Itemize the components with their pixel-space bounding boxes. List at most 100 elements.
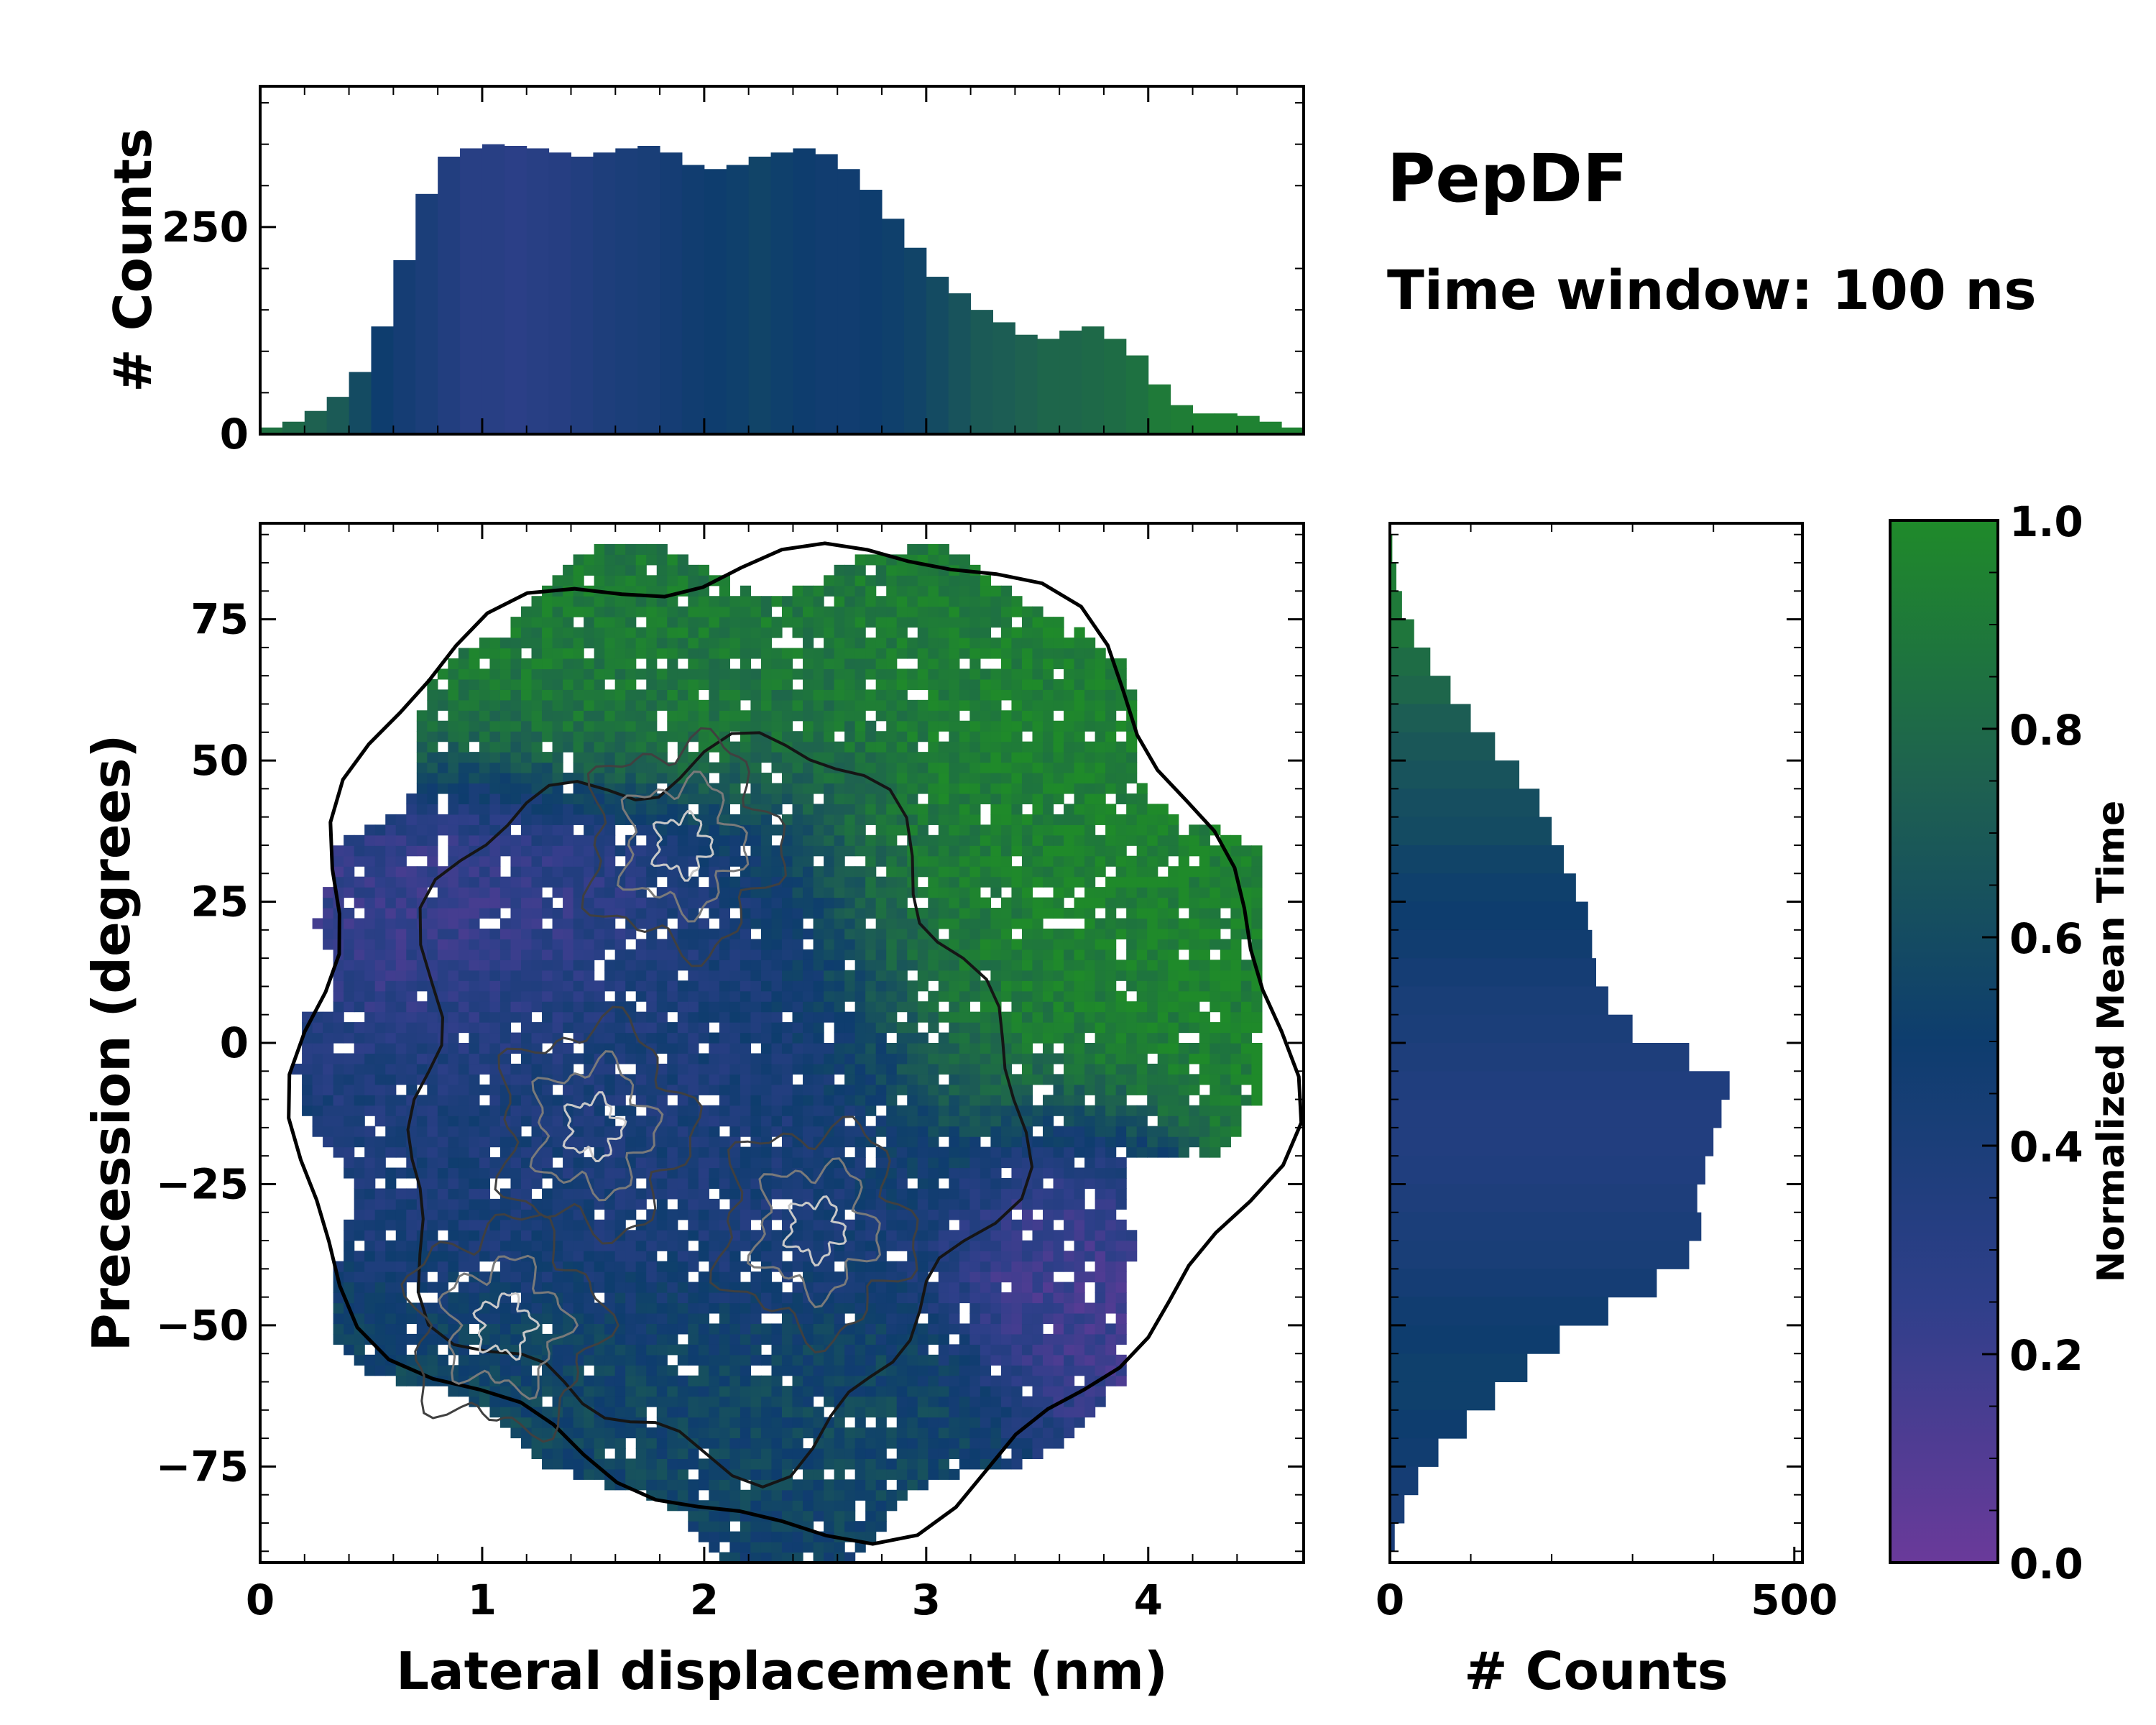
top-hist-ytick-label: 250 — [162, 203, 249, 252]
heatmap-cell — [792, 1531, 803, 1542]
heatmap-cell — [792, 1396, 803, 1407]
heatmap-cell — [938, 658, 949, 670]
heatmap-cell — [374, 876, 386, 888]
heatmap-cell — [510, 793, 522, 805]
heatmap-cell — [854, 1032, 866, 1044]
heatmap-cell — [865, 804, 877, 815]
heatmap-cell — [844, 1489, 856, 1501]
heatmap-cell — [573, 1375, 584, 1386]
heatmap-cell — [364, 960, 376, 971]
heatmap-cell — [625, 710, 637, 722]
heatmap-cell — [448, 699, 459, 711]
heatmap-cell — [552, 1396, 563, 1407]
heatmap-cell — [740, 606, 752, 617]
heatmap-cell — [917, 939, 929, 950]
heatmap-cell — [760, 627, 773, 638]
heatmap-cell — [385, 1282, 397, 1293]
heatmap-cell — [792, 1126, 803, 1137]
heatmap-cell — [646, 1074, 658, 1085]
heatmap-cell — [760, 928, 773, 939]
heatmap-cell — [437, 762, 448, 773]
heatmap-cell — [604, 617, 616, 628]
heatmap-cell — [760, 783, 773, 794]
heatmap-cell — [614, 980, 626, 992]
heatmap-cell — [677, 1116, 688, 1127]
heatmap-cell — [677, 554, 688, 566]
heatmap-cell — [510, 762, 522, 773]
heatmap-cell — [698, 793, 709, 805]
heatmap-cell — [771, 783, 783, 794]
heatmap-cell — [949, 1323, 960, 1335]
heatmap-cell — [458, 689, 469, 701]
heatmap-cell — [938, 1198, 949, 1210]
heatmap-cell — [750, 627, 762, 638]
heatmap-cell — [803, 741, 814, 753]
heatmap-cell — [782, 773, 793, 784]
heatmap-cell — [635, 1468, 647, 1480]
heatmap-cell — [469, 970, 480, 981]
heatmap-cell — [938, 814, 949, 825]
heatmap-cell — [521, 1063, 533, 1075]
heatmap-cell — [886, 1001, 898, 1013]
heatmap-cell — [792, 710, 803, 722]
heatmap-cell — [594, 554, 605, 566]
heatmap-cell — [584, 1386, 595, 1397]
heatmap-cell — [656, 762, 668, 773]
heatmap-cell — [614, 1032, 626, 1044]
heatmap-cell — [824, 720, 835, 732]
heatmap-cell — [594, 564, 605, 576]
heatmap-cell — [364, 1230, 376, 1241]
heatmap-cell — [907, 1043, 918, 1054]
heatmap-cell — [865, 970, 877, 981]
heatmap-cell — [854, 1261, 866, 1272]
heatmap-cell — [677, 1386, 688, 1397]
heatmap-cell — [917, 585, 929, 597]
heatmap-cell — [896, 1116, 908, 1127]
heatmap-cell — [865, 1354, 877, 1366]
heatmap-cell — [521, 731, 533, 742]
heatmap-cell — [677, 855, 688, 867]
heatmap-cell — [573, 845, 584, 857]
heatmap-cell — [803, 1302, 814, 1314]
heatmap-cell — [729, 939, 741, 950]
heatmap-cell — [792, 1053, 803, 1064]
heatmap-cell — [792, 1063, 803, 1075]
heatmap-cell — [729, 689, 741, 701]
top-hist-bar — [926, 277, 949, 434]
heatmap-cell — [646, 1095, 658, 1106]
heatmap-cell — [563, 606, 574, 617]
heatmap-cell — [656, 1323, 668, 1335]
heatmap-cell — [385, 1022, 397, 1034]
heatmap-cell — [834, 990, 845, 1002]
heatmap-cell — [395, 897, 407, 908]
heatmap-cell — [385, 876, 397, 888]
heatmap-cell — [552, 990, 563, 1002]
heatmap-cell — [458, 1043, 469, 1054]
heatmap-cell — [406, 939, 418, 950]
heatmap-cell — [437, 752, 448, 763]
heatmap-cell — [677, 1167, 688, 1179]
heatmap-cell — [604, 648, 616, 659]
heatmap-cell — [729, 1271, 741, 1283]
heatmap-cell — [364, 928, 376, 939]
heatmap-cell — [552, 1458, 563, 1470]
heatmap-cell — [782, 908, 793, 919]
heatmap-cell — [813, 1468, 824, 1480]
heatmap-cell — [782, 897, 793, 908]
heatmap-cell — [448, 960, 459, 971]
heatmap-cell — [834, 1427, 845, 1439]
heatmap-cell — [896, 773, 908, 784]
heatmap-cell — [969, 804, 981, 815]
heatmap-cell — [959, 1333, 970, 1345]
heatmap-cell — [688, 1230, 699, 1241]
heatmap-cell — [771, 824, 783, 836]
heatmap-cell — [740, 596, 752, 607]
heatmap-cell — [344, 876, 355, 888]
heatmap-cell — [489, 897, 501, 908]
heatmap-cell — [469, 814, 480, 825]
heatmap-cell — [688, 814, 699, 825]
heatmap-cell — [416, 741, 428, 753]
heatmap-cell — [719, 1333, 730, 1345]
heatmap-cell — [959, 1417, 970, 1428]
heatmap-cell — [542, 804, 553, 815]
